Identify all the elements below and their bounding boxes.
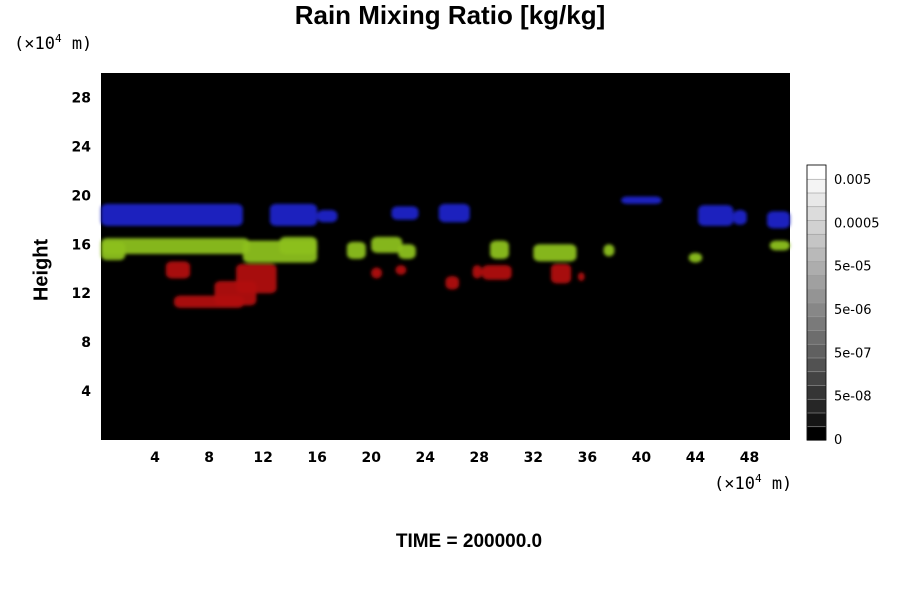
rain-features (101, 196, 790, 308)
y-tick-label: 4 (81, 384, 91, 400)
red-rain-region-9 (550, 263, 572, 284)
blue-rain-region-2 (317, 210, 338, 223)
green-rain-region-3 (279, 236, 318, 255)
colorbar-level (806, 302, 827, 318)
y-unit-prefix: (×10 (14, 34, 55, 54)
red-rain-region-0 (165, 261, 191, 279)
y-unit-suffix: m) (61, 34, 93, 54)
x-unit-suffix: m) (761, 474, 793, 494)
colorbar-tick-label: 0.0005 (834, 216, 880, 231)
blue-rain-region-6 (698, 205, 734, 226)
colorbar-level (806, 425, 827, 441)
x-tick-label: 28 (470, 450, 489, 466)
colorbar-level (806, 343, 827, 359)
green-rain-region-1 (101, 238, 250, 255)
x-tick-label: 20 (361, 450, 381, 466)
y-tick-label: 8 (81, 335, 91, 351)
colorbar-level (806, 164, 827, 180)
colorbar-tick-labels: 0.005 0.0005 5e-05 5e-06 5e-07 5e-08 0 (834, 173, 880, 448)
blue-rain-region-5 (621, 196, 662, 204)
green-rain-region-7 (490, 240, 509, 259)
colorbar-tick-label: 5e-08 (834, 390, 872, 405)
x-tick-label: 36 (578, 450, 597, 466)
y-tick-label: 20 (72, 188, 92, 204)
blue-rain-region-1 (269, 203, 318, 226)
y-tick-label: 12 (72, 286, 91, 302)
red-rain-region-10 (577, 272, 585, 281)
chart-title: Rain Mixing Ratio [kg/kg] (294, 0, 606, 30)
red-rain-region-5 (395, 265, 407, 275)
colorbar-level (806, 219, 827, 235)
x-unit-prefix: (×10 (714, 474, 755, 494)
x-tick-label: 24 (415, 450, 435, 466)
colorbar-level (806, 192, 827, 208)
x-tick-label: 8 (204, 450, 214, 466)
colorbar-level (806, 384, 827, 400)
x-tick-label: 16 (307, 450, 326, 466)
colorbar-level (806, 288, 827, 304)
red-rain-region-7 (472, 265, 482, 279)
colorbar-level (806, 412, 827, 428)
x-tick-label: 44 (686, 450, 706, 466)
colorbar-tick-label: 0 (834, 433, 842, 448)
x-tick-label: 12 (253, 450, 272, 466)
green-rain-region-4 (346, 241, 366, 259)
blue-rain-region-3 (391, 206, 419, 220)
colorbar-level (806, 315, 827, 331)
colorbar-tick-label: 5e-06 (834, 303, 872, 318)
colorbar-tick-label: 0.005 (834, 173, 871, 188)
colorbar (806, 164, 827, 441)
red-rain-region-6 (445, 276, 460, 290)
y-tick-label: 16 (72, 237, 91, 253)
y-tick-label: 28 (72, 90, 91, 106)
colorbar-tick-label: 5e-07 (834, 346, 872, 361)
red-rain-region-8 (481, 265, 512, 280)
y-tick-label: 24 (72, 139, 92, 155)
x-tick-labels: 4 8 12 16 20 24 28 32 36 40 44 48 (150, 450, 759, 466)
green-rain-region-11 (769, 240, 790, 251)
blue-rain-region-7 (733, 210, 747, 225)
colorbar-level (806, 370, 827, 386)
blue-rain-region-0 (101, 203, 243, 226)
x-axis-unit: (×104 m) (714, 472, 792, 494)
colorbar-level (806, 247, 827, 263)
colorbar-level (806, 357, 827, 373)
green-rain-region-10 (688, 252, 703, 263)
time-label: TIME = 200000.0 (395, 531, 543, 552)
x-tick-label: 4 (150, 450, 160, 466)
green-rain-region-9 (603, 244, 615, 257)
y-tick-labels: 4 8 12 16 20 24 28 (72, 90, 92, 400)
colorbar-tick-label: 5e-05 (834, 260, 872, 275)
green-rain-region-6 (398, 244, 416, 259)
x-tick-label: 40 (632, 450, 652, 466)
red-rain-region-4 (371, 267, 383, 279)
colorbar-level (806, 205, 827, 221)
blue-rain-region-8 (767, 211, 790, 229)
green-rain-region-5 (371, 236, 403, 253)
colorbar-level (806, 178, 827, 194)
colorbar-frame (806, 164, 827, 441)
colorbar-level (806, 233, 827, 249)
colorbar-level (806, 274, 827, 290)
green-rain-region-8 (533, 244, 577, 262)
plot-area (101, 73, 790, 440)
x-unit-exponent: 4 (754, 472, 762, 485)
red-rain-region-3 (236, 263, 277, 294)
y-axis-unit: (×104 m) (14, 32, 92, 54)
colorbar-level (806, 398, 827, 414)
blue-rain-region-4 (438, 203, 470, 223)
y-unit-exponent: 4 (54, 32, 62, 45)
colorbar-level (806, 260, 827, 276)
x-tick-label: 32 (524, 450, 543, 466)
colorbar-level (806, 329, 827, 345)
x-tick-label: 48 (740, 450, 759, 466)
